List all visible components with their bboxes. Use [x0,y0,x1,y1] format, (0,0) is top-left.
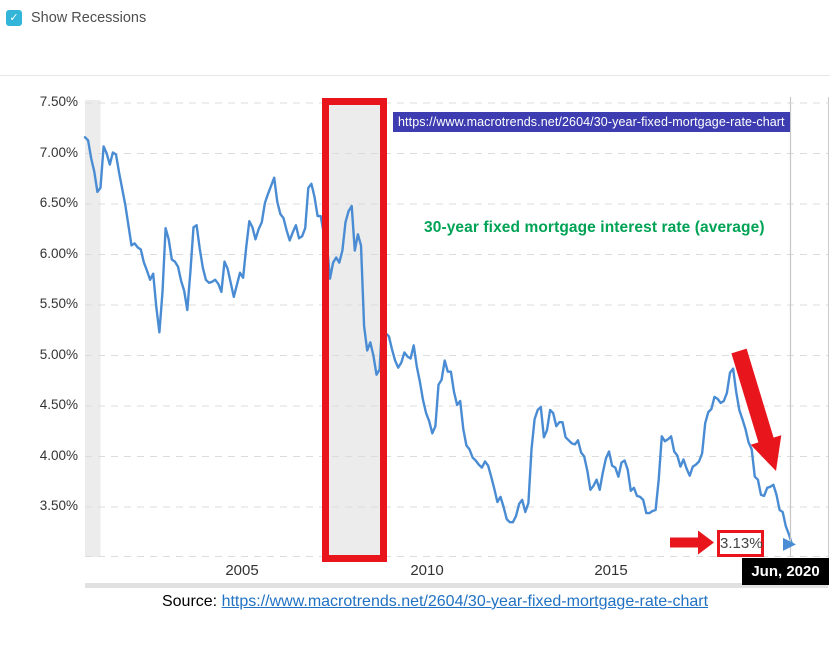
chart-title: 30-year fixed mortgage interest rate (av… [424,219,765,236]
rate-pointer-arrow-icon [670,530,714,555]
source-line: Source: https://www.macrotrends.net/2604… [0,593,830,611]
x-axis-tick-label: 2010 [410,562,444,579]
y-axis-tick-label: 4.50% [39,397,78,412]
show-recessions-checkbox[interactable]: ✓ [6,10,22,26]
y-axis-tick-label: 4.00% [39,447,78,463]
y-axis-tick-label: 7.50% [39,94,78,109]
recession-band [326,100,383,557]
x-axis-tick-label: 2015 [594,562,628,579]
y-axis-tick-label: 6.50% [39,195,78,210]
line-end-marker-icon [783,537,796,551]
rate-line-series[interactable] [83,136,794,546]
y-axis-tick-label: 3.50% [39,498,78,513]
chart-scrollbar-track[interactable] [85,583,828,588]
url-banner: https://www.macrotrends.net/2604/30-year… [393,112,790,132]
source-prefix: Source: [161,593,218,610]
down-trend-arrow [731,348,782,471]
chart-tooltip-date: Jun, 2020 [742,558,829,585]
recession-highlight-rectangle [322,98,387,562]
y-axis-tick-label: 6.00% [39,245,78,261]
header-divider [0,75,830,76]
rate-callout: 3.13% [717,530,764,557]
y-axis-tick-label: 5.00% [39,346,78,362]
show-recessions-label[interactable]: Show Recessions [31,10,147,26]
x-axis-tick-label: 2005 [225,562,259,579]
plot-layer [83,97,829,583]
recession-band [85,100,101,557]
source-link[interactable]: https://www.macrotrends.net/2604/30-year… [221,593,709,610]
y-axis-tick-label: 5.50% [39,296,78,311]
y-axis-tick-label: 7.00% [39,144,78,160]
